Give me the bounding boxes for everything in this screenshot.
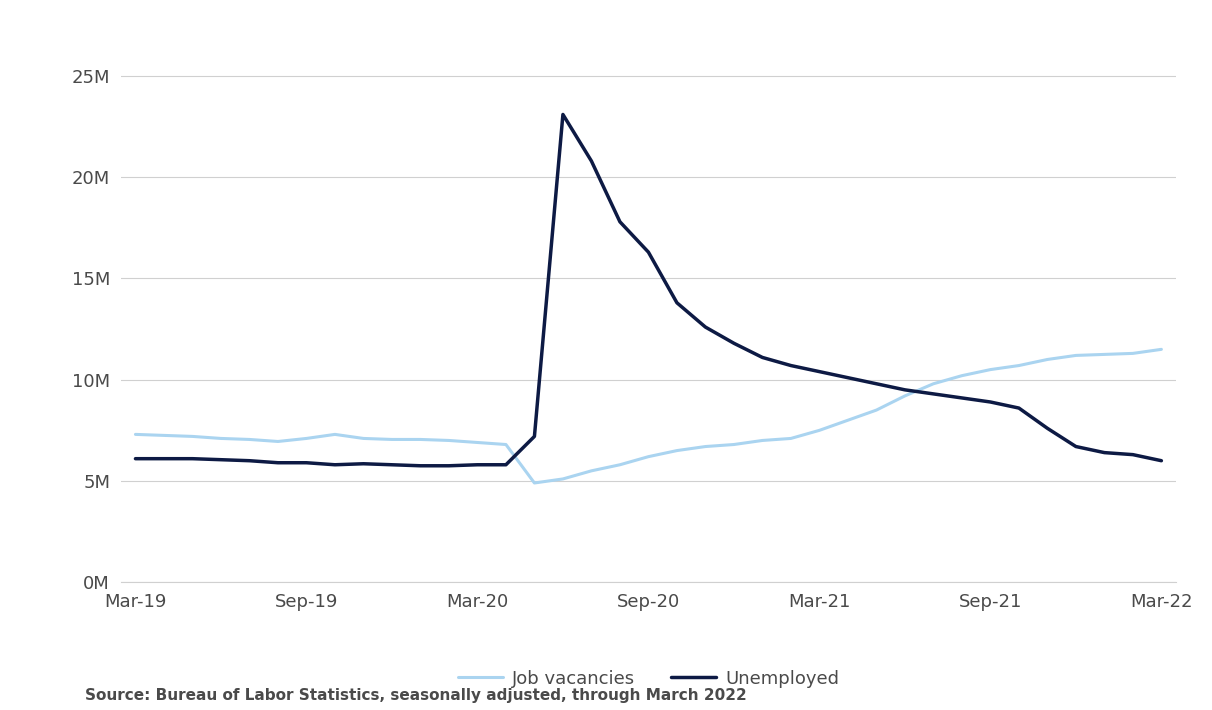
Legend: Job vacancies, Unemployed: Job vacancies, Unemployed bbox=[451, 662, 846, 695]
Job vacancies bbox=[270, 437, 285, 446]
Unemployed bbox=[327, 461, 342, 469]
Job vacancies bbox=[555, 475, 570, 484]
Job vacancies bbox=[498, 440, 513, 449]
Unemployed bbox=[841, 373, 856, 382]
Unemployed bbox=[413, 462, 428, 470]
Unemployed bbox=[727, 339, 742, 347]
Unemployed bbox=[128, 454, 143, 463]
Text: Source: Bureau of Labor Statistics, seasonally adjusted, through March 2022: Source: Bureau of Labor Statistics, seas… bbox=[85, 688, 747, 703]
Job vacancies bbox=[698, 442, 713, 451]
Unemployed bbox=[270, 459, 285, 467]
Job vacancies bbox=[527, 479, 542, 487]
Job vacancies bbox=[1154, 345, 1168, 354]
Job vacancies bbox=[299, 435, 314, 443]
Unemployed bbox=[1012, 404, 1027, 413]
Unemployed bbox=[612, 217, 627, 226]
Job vacancies bbox=[1040, 355, 1054, 364]
Unemployed bbox=[755, 353, 770, 361]
Job vacancies bbox=[356, 435, 371, 443]
Line: Unemployed: Unemployed bbox=[136, 114, 1161, 466]
Job vacancies bbox=[1097, 350, 1111, 359]
Job vacancies bbox=[670, 447, 685, 455]
Unemployed bbox=[698, 323, 713, 332]
Unemployed bbox=[1097, 448, 1111, 457]
Unemployed bbox=[784, 361, 799, 370]
Job vacancies bbox=[327, 430, 342, 439]
Job vacancies bbox=[185, 432, 200, 441]
Unemployed bbox=[527, 432, 542, 441]
Unemployed bbox=[584, 157, 599, 165]
Job vacancies bbox=[898, 392, 913, 400]
Job vacancies bbox=[1012, 361, 1027, 370]
Job vacancies bbox=[983, 366, 997, 374]
Unemployed bbox=[641, 248, 656, 256]
Job vacancies bbox=[955, 371, 970, 380]
Unemployed bbox=[555, 110, 570, 119]
Job vacancies bbox=[441, 436, 456, 444]
Unemployed bbox=[670, 298, 685, 307]
Unemployed bbox=[441, 462, 456, 470]
Job vacancies bbox=[641, 452, 656, 461]
Unemployed bbox=[869, 380, 884, 388]
Unemployed bbox=[242, 457, 257, 465]
Unemployed bbox=[384, 461, 399, 469]
Unemployed bbox=[983, 398, 997, 406]
Unemployed bbox=[898, 386, 913, 394]
Unemployed bbox=[926, 390, 941, 398]
Unemployed bbox=[498, 461, 513, 469]
Unemployed bbox=[1126, 450, 1140, 459]
Job vacancies bbox=[784, 435, 799, 443]
Line: Job vacancies: Job vacancies bbox=[136, 349, 1161, 483]
Unemployed bbox=[213, 455, 228, 464]
Job vacancies bbox=[584, 466, 599, 475]
Unemployed bbox=[812, 367, 827, 376]
Job vacancies bbox=[1126, 349, 1140, 358]
Unemployed bbox=[156, 454, 171, 463]
Unemployed bbox=[1154, 457, 1168, 465]
Unemployed bbox=[470, 461, 485, 469]
Job vacancies bbox=[242, 435, 257, 444]
Job vacancies bbox=[727, 440, 742, 449]
Job vacancies bbox=[612, 461, 627, 469]
Job vacancies bbox=[1069, 351, 1084, 360]
Job vacancies bbox=[213, 435, 228, 443]
Unemployed bbox=[185, 454, 200, 463]
Unemployed bbox=[299, 459, 314, 467]
Unemployed bbox=[1040, 424, 1054, 432]
Job vacancies bbox=[926, 380, 941, 388]
Job vacancies bbox=[384, 435, 399, 444]
Job vacancies bbox=[128, 430, 143, 439]
Job vacancies bbox=[755, 436, 770, 444]
Job vacancies bbox=[156, 431, 171, 439]
Job vacancies bbox=[413, 435, 428, 444]
Unemployed bbox=[955, 393, 970, 402]
Job vacancies bbox=[812, 426, 827, 435]
Unemployed bbox=[1069, 442, 1084, 451]
Job vacancies bbox=[470, 438, 485, 447]
Job vacancies bbox=[869, 406, 884, 415]
Unemployed bbox=[356, 459, 371, 468]
Job vacancies bbox=[841, 416, 856, 425]
